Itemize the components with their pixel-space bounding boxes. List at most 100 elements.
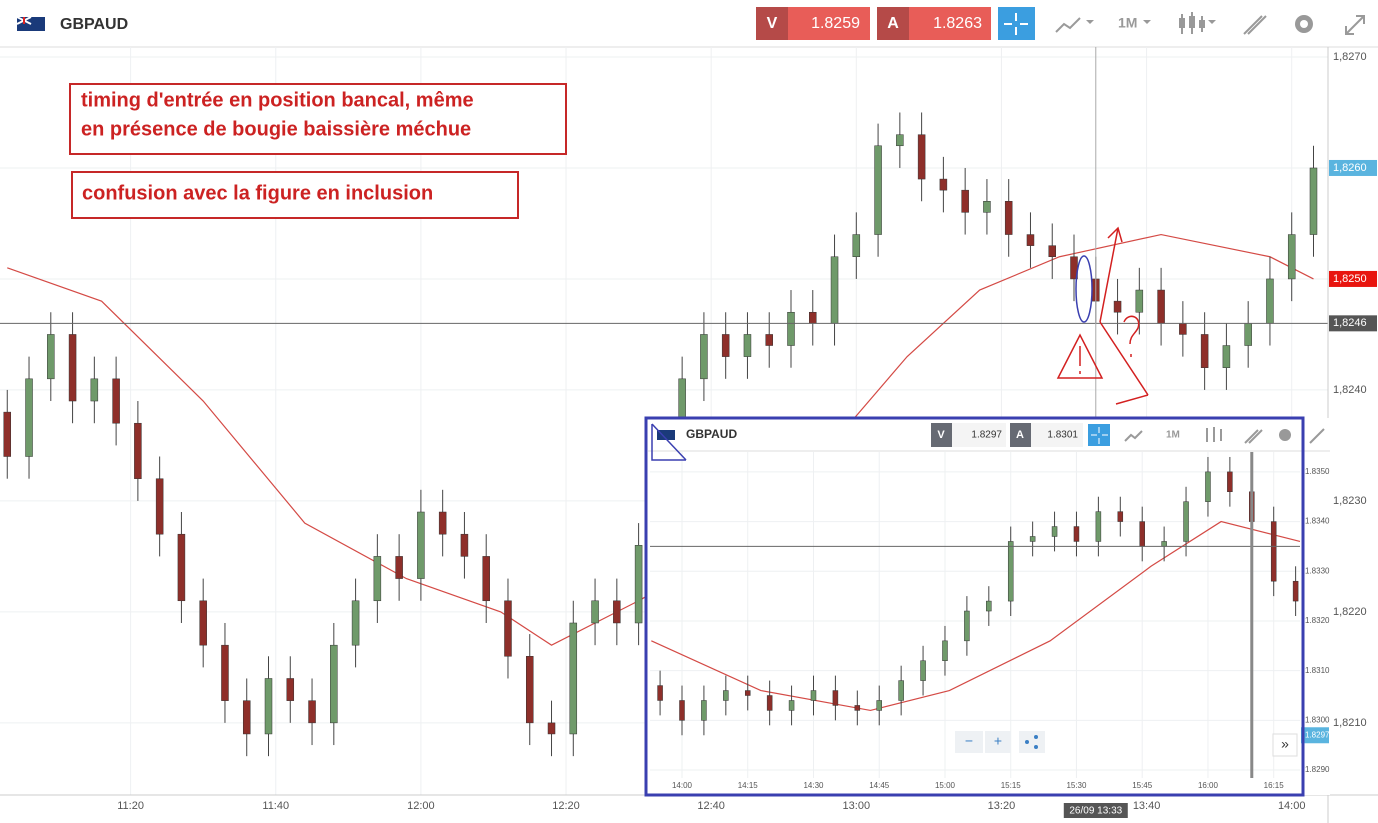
inset-buy-button[interactable]: A 1.8301 [1010, 423, 1083, 447]
candle-body [832, 690, 839, 706]
zoom-in-button[interactable] [985, 731, 1011, 753]
timeframe: 1M [1118, 15, 1137, 31]
candle-body [1161, 541, 1167, 547]
chart-type-button[interactable] [1055, 17, 1094, 33]
inset-sell-label: V [937, 429, 945, 441]
draw-tool-button[interactable] [1243, 15, 1267, 35]
candle-body [634, 545, 643, 624]
scroll-button[interactable] [1272, 733, 1298, 757]
candle-body [1007, 541, 1014, 602]
candle-body [286, 678, 295, 701]
y-tick-label: 1,8230 [1333, 495, 1367, 507]
candle-body [964, 610, 970, 642]
candle-body [47, 334, 55, 380]
inset-symbol: GBPAUD [686, 427, 737, 441]
sell-label: V [767, 15, 778, 32]
inset-draw-tool-button[interactable] [1244, 429, 1263, 444]
inset-buy-price: 1.8301 [1047, 430, 1078, 441]
x-tick-label: 12:40 [697, 800, 725, 812]
candle-body [896, 134, 904, 147]
timeframe-button[interactable]: 1M [1118, 15, 1151, 31]
inset-sell-button[interactable]: V 1.8297 [931, 423, 1006, 447]
x-tick-label: 15:45 [1132, 781, 1153, 790]
x-tick-label: 16:15 [1264, 781, 1285, 790]
share-button[interactable] [1019, 731, 1045, 753]
inset-crosshair-button[interactable] [1088, 424, 1110, 446]
inset-sell-price: 1.8297 [971, 430, 1002, 441]
scroll-label: » [1281, 736, 1289, 752]
settings-button[interactable] [1295, 15, 1313, 33]
candle-body [810, 690, 817, 701]
symbol: GBPAUD [60, 16, 128, 33]
inset-zoom-controls: − + » [955, 731, 1298, 757]
candle-body [547, 722, 556, 735]
candle-body [852, 234, 861, 258]
candle-body [1183, 501, 1189, 542]
candle-body [1205, 471, 1211, 502]
candle-body [1139, 521, 1145, 547]
candle-body [3, 411, 12, 457]
y-tick-label: 1.8340 [1305, 517, 1330, 526]
candle-body [1270, 521, 1277, 582]
candle-body [983, 201, 991, 213]
zoom-out-label: − [965, 733, 973, 749]
candle-body [1095, 511, 1102, 542]
inset-timeframe[interactable]: 1M [1166, 430, 1180, 441]
annotation-box: timing d'entrée en position bancal, même… [69, 83, 567, 155]
x-tick-label: 15:00 [935, 781, 956, 790]
candle-body [1029, 536, 1036, 542]
annotation-box: confusion avec la figure en inclusion [71, 171, 519, 219]
candle-body [90, 378, 99, 402]
candle-body [657, 685, 663, 701]
inset-frame [644, 416, 1305, 797]
sell-button[interactable]: V 1.8259 [756, 7, 870, 40]
x-tick-label: 13:20 [988, 800, 1016, 812]
inset-candle-style-button[interactable] [1206, 427, 1222, 442]
candle-body [1227, 471, 1233, 493]
candle-body [1157, 289, 1165, 324]
y-tick-label: 1.8290 [1305, 765, 1330, 774]
crosshair-price-label: 1,8246 [1333, 317, 1367, 329]
zoom-out-button[interactable] [955, 731, 983, 753]
candle-body [942, 640, 948, 661]
annotation-text: en présence de bougie baissière méchue [81, 118, 471, 140]
y-tick-label: 1.8320 [1305, 616, 1330, 625]
candle-body [199, 600, 207, 646]
x-tick-label: 14:15 [738, 781, 759, 790]
candle-body [330, 644, 338, 724]
candle-body [1051, 526, 1058, 537]
annotation-text: timing d'entrée en position bancal, même [81, 89, 474, 111]
candle-body [460, 533, 469, 557]
candle-body [134, 422, 142, 479]
candle-body [395, 556, 403, 579]
x-tick-label: 14:00 [672, 781, 693, 790]
hand-drawing [1056, 226, 1149, 405]
candle-body [373, 556, 382, 602]
annotation-text: confusion avec la figure en inclusion [82, 182, 433, 204]
price-badge [1301, 727, 1329, 744]
candle-body [1048, 245, 1056, 258]
price-badge [1329, 159, 1377, 176]
fullscreen-button[interactable] [1345, 15, 1365, 35]
y-tick-label: 1,8240 [1333, 384, 1367, 396]
x-tick-label: 11:20 [117, 800, 144, 812]
candle-body [68, 334, 77, 402]
candle-body [1266, 278, 1274, 324]
buy-label: A [887, 15, 899, 32]
inset-fullscreen-button[interactable] [1309, 428, 1325, 444]
inset-buy-label: A [1016, 429, 1024, 441]
buy-button[interactable]: A 1.8263 [877, 7, 991, 40]
inset-chart-type-button[interactable] [1124, 430, 1143, 442]
candle-style-button[interactable] [1179, 12, 1216, 34]
crosshair-button[interactable] [998, 7, 1035, 40]
x-tick-label: 16:00 [1198, 781, 1219, 790]
candle-body [744, 690, 751, 696]
flag [16, 16, 45, 31]
candle-body [417, 511, 425, 579]
candle-body [920, 660, 926, 681]
inset-settings-button[interactable] [1279, 429, 1291, 441]
candle-body [1309, 167, 1318, 235]
y-tick-label: 1,8210 [1333, 717, 1367, 729]
candle-body [25, 378, 33, 457]
